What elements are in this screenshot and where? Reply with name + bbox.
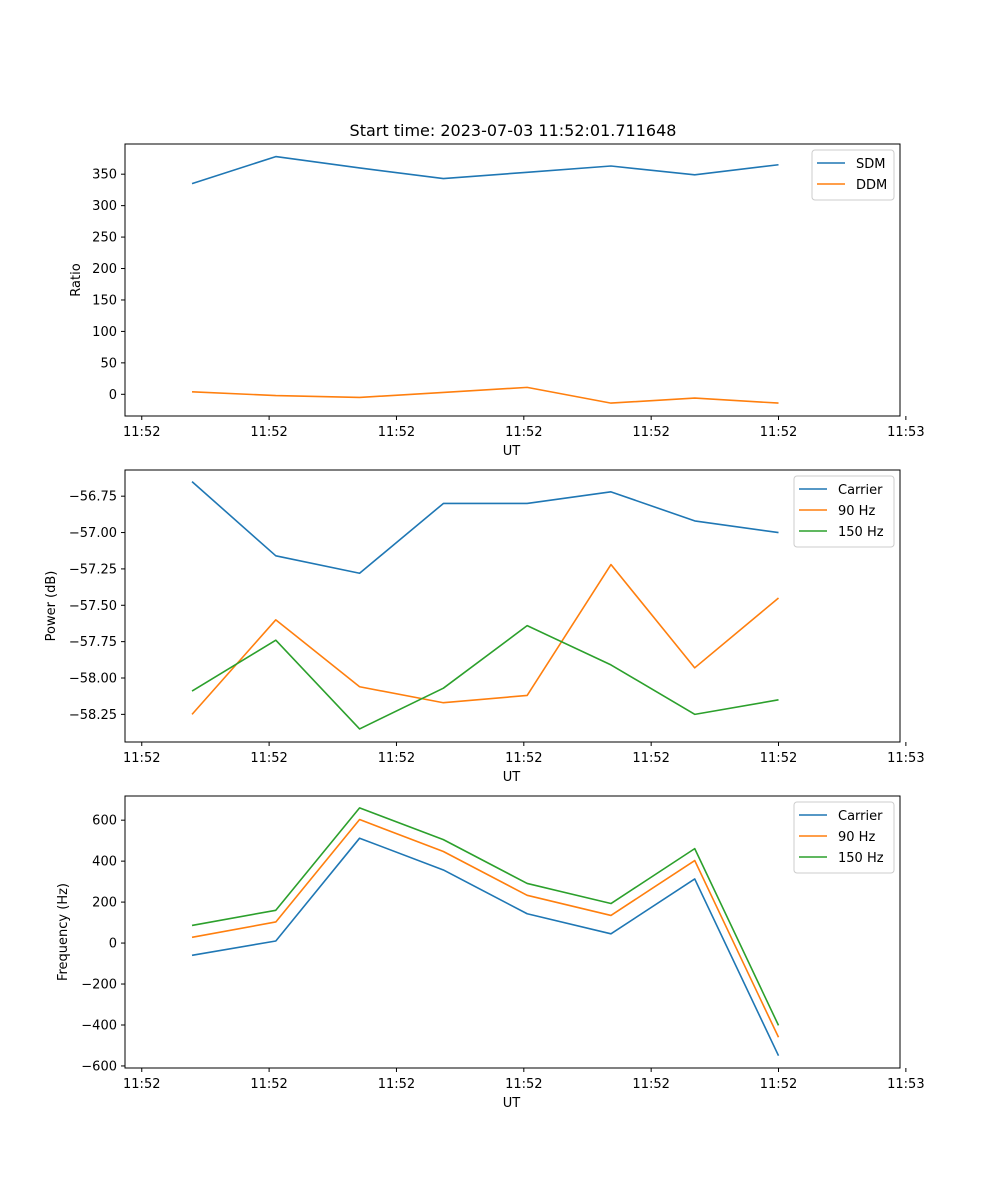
frequency-legend-label-90-hz: 90 Hz — [838, 830, 875, 845]
frequency-y-tick-label: 0 — [109, 937, 117, 952]
frequency-legend-label-150-hz: 150 Hz — [838, 851, 884, 866]
ratio-x-tick-label: 11:52 — [123, 425, 160, 440]
ratio-x-tick-label: 11:52 — [505, 425, 542, 440]
power-legend: Carrier 90 Hz 150 Hz — [793, 475, 895, 548]
frequency-x-tick-label: 11:52 — [505, 1077, 542, 1092]
power-y-tick-label: −57.50 — [69, 599, 117, 614]
power-y-tick-label: −58.25 — [69, 708, 117, 723]
frequency-y-tick-label: −200 — [81, 978, 117, 993]
power-legend-label-90-hz: 90 Hz — [838, 504, 875, 519]
frequency-series-line-150-hz — [191, 807, 780, 1026]
power-series-line-carrier — [191, 481, 779, 575]
ratio-x-tick-label: 11:52 — [760, 425, 797, 440]
ratio-x-tick-label: 11:53 — [887, 425, 924, 440]
power-legend-label-150-hz: 150 Hz — [838, 525, 884, 540]
frequency-x-tick-label: 11:52 — [378, 1077, 415, 1092]
power-x-tick-label: 11:52 — [123, 751, 160, 766]
ratio-x-tick-label: 11:52 — [250, 425, 287, 440]
power-x-tick-label: 11:52 — [378, 751, 415, 766]
power-y-tick-label: −57.25 — [69, 562, 117, 577]
frequency-x-tick-label: 11:52 — [632, 1077, 669, 1092]
power-y-tick-label: −57.75 — [69, 635, 117, 650]
power-x-axis-label: UT — [503, 770, 521, 785]
frequency-y-tick-label: 200 — [92, 896, 117, 911]
power-x-tick-label: 11:52 — [250, 751, 287, 766]
ratio-x-axis-label: UT — [503, 444, 521, 459]
power-x-tick-label: 11:52 — [632, 751, 669, 766]
ratio-y-tick-label: 250 — [92, 231, 117, 246]
ratio-y-tick-label: 350 — [92, 168, 117, 183]
ratio-series-line-ddm — [191, 386, 779, 404]
frequency-series-line-carrier — [191, 837, 780, 1057]
ratio-panel: 11:52 11:52 11:52 11:52 11:52 11:52 11:53 0 50 10… — [69, 143, 925, 459]
frequency-legend: Carrier 90 Hz 150 Hz — [793, 801, 895, 874]
frequency-x-tick-label: 11:52 — [123, 1077, 160, 1092]
frequency-y-axis-label: Frequency (Hz) — [56, 883, 71, 981]
power-y-tick-label: −57.00 — [69, 526, 117, 541]
ratio-axes-frame — [124, 143, 901, 417]
frequency-x-tick-label: 11:52 — [250, 1077, 287, 1092]
ratio-y-tick-label: 100 — [92, 325, 117, 340]
frequency-series-line-90-hz — [191, 818, 780, 1038]
ratio-y-tick-label: 150 — [92, 293, 117, 308]
frequency-axes-frame — [124, 795, 901, 1069]
ratio-legend-label-ddm: DDM — [856, 178, 887, 193]
power-x-tick-label: 11:52 — [760, 751, 797, 766]
power-legend-label-carrier: Carrier — [838, 483, 883, 498]
ratio-y-axis-label: Ratio — [69, 263, 84, 296]
ratio-x-tick-label: 11:52 — [632, 425, 669, 440]
frequency-x-tick-label: 11:53 — [887, 1077, 924, 1092]
frequency-y-tick-label: −600 — [81, 1059, 117, 1074]
frequency-legend-label-carrier: Carrier — [838, 809, 883, 824]
frequency-y-tick-label: 600 — [92, 814, 117, 829]
ratio-x-tick-label: 11:52 — [378, 425, 415, 440]
frequency-x-axis-label: UT — [503, 1096, 521, 1111]
ratio-legend-label-sdm: SDM — [856, 157, 885, 172]
frequency-x-tick-label: 11:52 — [760, 1077, 797, 1092]
ratio-y-tick-label: 50 — [100, 356, 117, 371]
frequency-y-tick-label: −400 — [81, 1018, 117, 1033]
ratio-y-tick-label: 300 — [92, 199, 117, 214]
figure-title: Start time: 2023-07-03 11:52:01.711648 — [350, 121, 677, 140]
frequency-legend-box — [793, 801, 895, 874]
power-axes-frame — [124, 469, 901, 743]
frequency-y-tick-label: 400 — [92, 855, 117, 870]
power-panel: 11:52 11:52 11:52 11:52 11:52 11:52 11:53 −58.2… — [44, 469, 925, 785]
ratio-series-line-sdm — [191, 155, 779, 185]
power-x-tick-label: 11:53 — [887, 751, 924, 766]
power-series-line-90-hz — [191, 563, 780, 715]
power-y-tick-label: −58.00 — [69, 672, 117, 687]
ratio-legend: SDM DDM — [811, 149, 895, 201]
power-y-axis-label: Power (dB) — [44, 571, 59, 642]
power-series-line-150-hz — [191, 624, 779, 730]
power-y-tick-label: −56.75 — [69, 490, 117, 505]
power-legend-box — [793, 475, 895, 548]
power-x-tick-label: 11:52 — [505, 751, 542, 766]
ratio-y-tick-label: 0 — [109, 388, 117, 403]
frequency-panel: 11:52 11:52 11:52 11:52 11:52 11:52 11:53 −600 −… — [56, 795, 925, 1111]
ratio-y-tick-label: 200 — [92, 262, 117, 277]
